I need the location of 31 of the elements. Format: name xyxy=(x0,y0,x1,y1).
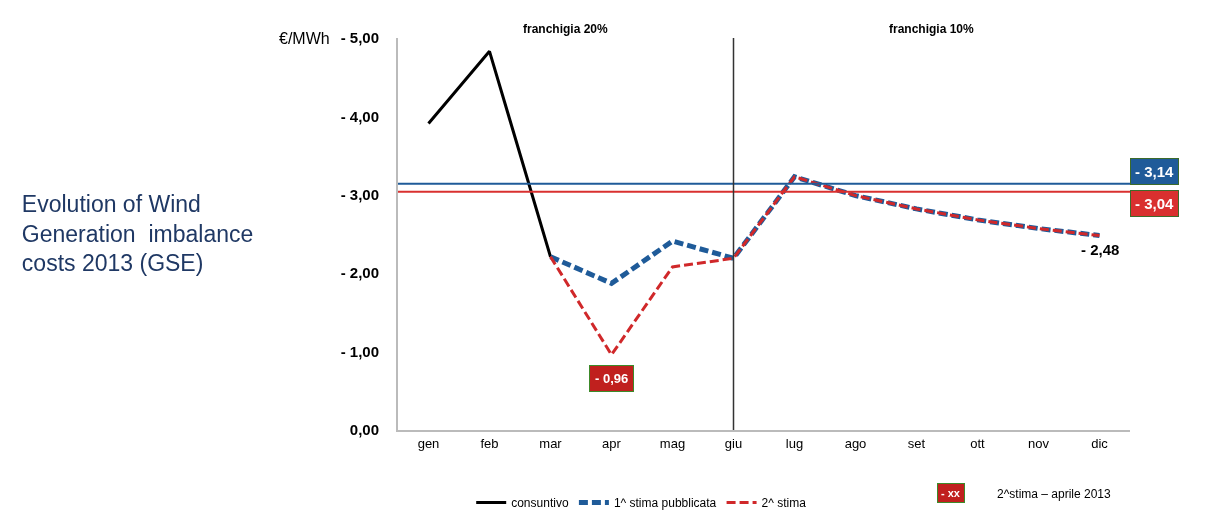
y-tick-label: - 1,00 xyxy=(340,342,379,360)
x-tick-label: mar xyxy=(539,435,563,451)
legend-label: 1^ stima pubblicata xyxy=(613,496,717,511)
text: - xx xyxy=(941,487,961,499)
legend-label: consuntivo xyxy=(511,496,569,511)
ref-line-label: - 3,04 xyxy=(1135,195,1175,212)
x-tick-label: apr xyxy=(602,435,622,451)
text: franchigia 10% xyxy=(889,22,975,36)
text: franchigia 20% xyxy=(523,22,609,36)
annotation: - 2,48 xyxy=(1081,241,1120,258)
x-tick-label: ago xyxy=(844,435,867,451)
y-tick-label: - 3,00 xyxy=(340,186,379,204)
y-tick-label: - 2,00 xyxy=(340,264,379,282)
ref-line-label: - 3,14 xyxy=(1135,163,1175,180)
x-tick-label: ott xyxy=(970,435,986,451)
legend-label: 2^ stima xyxy=(761,496,807,511)
y-axis-title: €/MWh xyxy=(279,30,330,47)
y-tick-label: - 5,00 xyxy=(340,29,379,47)
x-tick-label: mag xyxy=(659,435,686,451)
y-tick-label: 0,00 xyxy=(349,421,379,439)
x-tick-label: gen xyxy=(417,435,440,451)
x-tick-label: feb xyxy=(480,435,499,451)
annotation: - 0,96 xyxy=(595,371,629,386)
text: Evolution of Wind Generation imbalance costs 2013 (GSE) xyxy=(21,190,254,277)
x-tick-label: lug xyxy=(785,435,804,451)
y-tick-label: - 4,00 xyxy=(340,107,379,125)
x-tick-label: nov xyxy=(1028,435,1050,451)
text: 2^stima – aprile 2013 xyxy=(997,487,1112,501)
x-tick-label: giu xyxy=(724,435,743,451)
x-tick-label: dic xyxy=(1091,435,1109,451)
x-tick-label: set xyxy=(907,435,926,451)
